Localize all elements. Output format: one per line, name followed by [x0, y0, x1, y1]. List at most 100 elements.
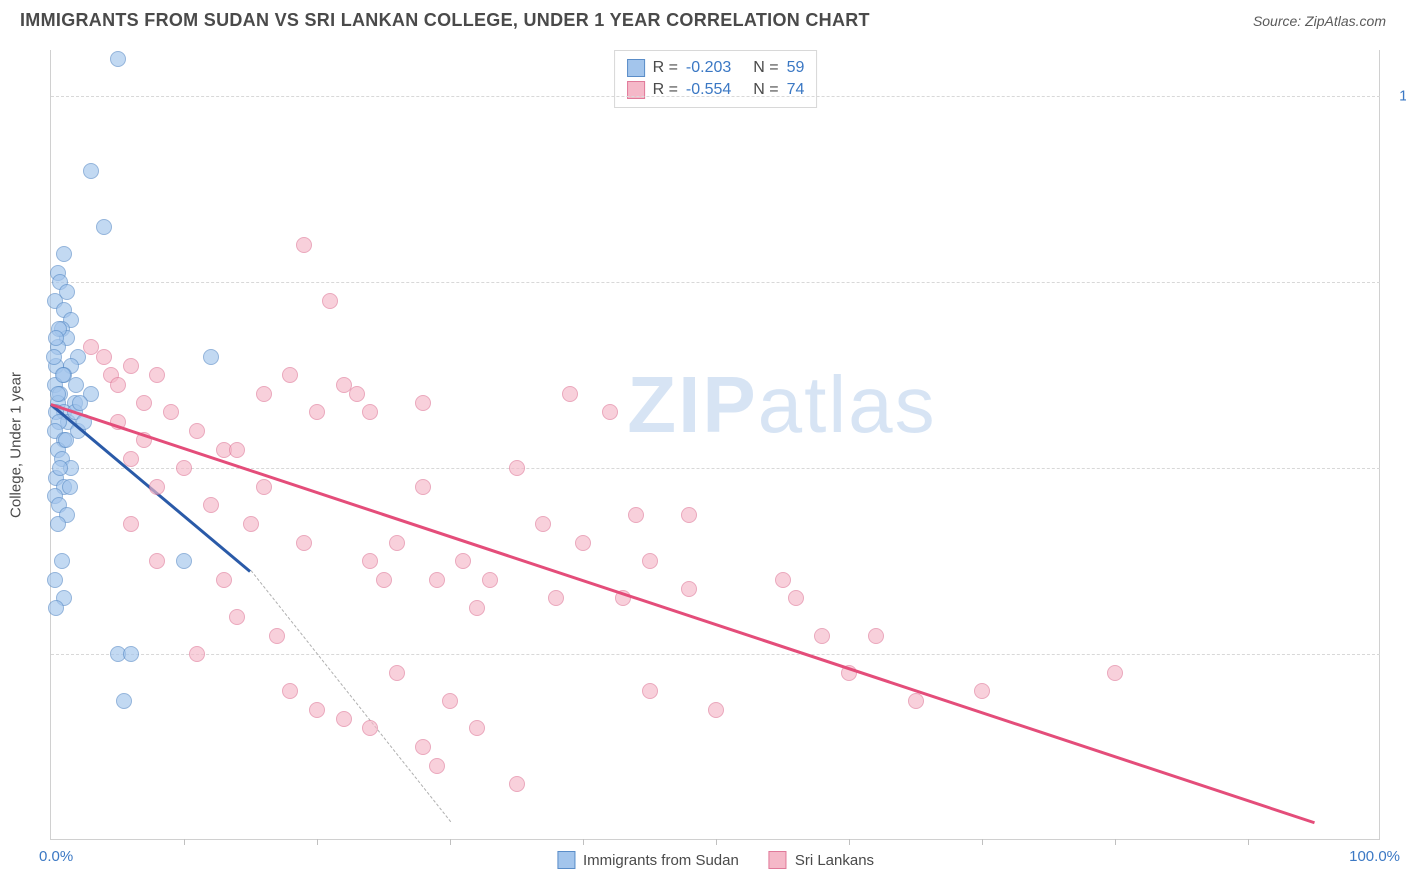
data-point-sudan [47, 572, 63, 588]
chart-right-border [1379, 50, 1380, 839]
x-tick [982, 839, 983, 845]
x-tick [317, 839, 318, 845]
gridline [51, 96, 1380, 97]
data-point-srilanka [256, 479, 272, 495]
legend-n-label: N = [753, 59, 778, 77]
data-point-srilanka [282, 683, 298, 699]
data-point-sudan [46, 349, 62, 365]
data-point-sudan [72, 395, 88, 411]
data-point-srilanka [309, 404, 325, 420]
data-point-srilanka [123, 358, 139, 374]
data-point-srilanka [509, 460, 525, 476]
data-point-srilanka [974, 683, 990, 699]
data-point-srilanka [296, 237, 312, 253]
data-point-sudan [203, 349, 219, 365]
legend-n-value: 59 [787, 59, 805, 77]
x-tick [716, 839, 717, 845]
data-point-srilanka [389, 535, 405, 551]
data-point-srilanka [123, 516, 139, 532]
data-point-srilanka [469, 600, 485, 616]
data-point-srilanka [415, 739, 431, 755]
source-name: ZipAtlas.com [1305, 13, 1386, 29]
data-point-sudan [50, 516, 66, 532]
legend-item: Immigrants from Sudan [557, 851, 739, 869]
data-point-srilanka [336, 711, 352, 727]
data-point-sudan [58, 432, 74, 448]
data-point-srilanka [681, 507, 697, 523]
y-tick-label: 80.0% [1390, 274, 1406, 291]
data-point-srilanka [868, 628, 884, 644]
data-point-sudan [116, 693, 132, 709]
data-point-srilanka [602, 404, 618, 420]
data-point-sudan [48, 600, 64, 616]
data-point-srilanka [442, 693, 458, 709]
source-label: Source: [1253, 13, 1305, 29]
data-point-sudan [96, 219, 112, 235]
data-point-sudan [62, 479, 78, 495]
data-point-srilanka [256, 386, 272, 402]
data-point-srilanka [123, 451, 139, 467]
data-point-sudan [123, 646, 139, 662]
x-tick [583, 839, 584, 845]
data-point-srilanka [216, 572, 232, 588]
data-point-srilanka [229, 442, 245, 458]
data-point-sudan [68, 377, 84, 393]
data-point-sudan [50, 386, 66, 402]
correlation-legend: R = -0.203 N = 59 R = -0.554N = 74 [614, 50, 818, 108]
data-point-srilanka [149, 553, 165, 569]
data-point-srilanka [429, 758, 445, 774]
data-point-srilanka [110, 377, 126, 393]
data-point-srilanka [163, 404, 179, 420]
data-point-srilanka [908, 693, 924, 709]
legend-label: Immigrants from Sudan [583, 852, 739, 869]
legend-swatch-icon [557, 851, 575, 869]
series-legend: Immigrants from Sudan Sri Lankans [557, 851, 874, 869]
data-point-srilanka [309, 702, 325, 718]
data-point-srilanka [282, 367, 298, 383]
y-tick-label: 60.0% [1390, 460, 1406, 477]
data-point-srilanka [548, 590, 564, 606]
gridline [51, 282, 1380, 283]
data-point-srilanka [136, 395, 152, 411]
x-axis-min-label: 0.0% [39, 848, 73, 865]
watermark-rest: atlas [758, 360, 937, 449]
trend-line-sudan [250, 571, 450, 823]
data-point-srilanka [509, 776, 525, 792]
data-point-srilanka [389, 665, 405, 681]
data-point-srilanka [322, 293, 338, 309]
data-point-srilanka [681, 581, 697, 597]
legend-r-value: -0.203 [686, 59, 731, 77]
data-point-sudan [176, 553, 192, 569]
data-point-srilanka [1107, 665, 1123, 681]
data-point-srilanka [415, 395, 431, 411]
data-point-srilanka [562, 386, 578, 402]
data-point-srilanka [628, 507, 644, 523]
legend-row-srilanka: R = -0.554N = 74 [627, 79, 805, 101]
data-point-srilanka [429, 572, 445, 588]
data-point-srilanka [775, 572, 791, 588]
legend-item: Sri Lankans [769, 851, 874, 869]
x-tick [450, 839, 451, 845]
x-tick [1115, 839, 1116, 845]
data-point-srilanka [788, 590, 804, 606]
y-tick-label: 100.0% [1390, 88, 1406, 105]
data-point-sudan [83, 163, 99, 179]
data-point-srilanka [203, 497, 219, 513]
data-point-srilanka [362, 553, 378, 569]
data-point-srilanka [575, 535, 591, 551]
watermark: ZIPatlas [627, 359, 936, 451]
data-point-srilanka [176, 460, 192, 476]
data-point-srilanka [149, 367, 165, 383]
watermark-bold: ZIP [627, 360, 757, 449]
scatter-chart: College, Under 1 year 0.0% 100.0% ZIPatl… [50, 50, 1380, 840]
data-point-srilanka [708, 702, 724, 718]
data-point-srilanka [189, 646, 205, 662]
x-axis-max-label: 100.0% [1349, 848, 1400, 865]
data-point-srilanka [296, 535, 312, 551]
data-point-srilanka [149, 479, 165, 495]
data-point-srilanka [814, 628, 830, 644]
data-point-sudan [56, 246, 72, 262]
legend-r-label: R = [653, 59, 678, 77]
data-point-srilanka [96, 349, 112, 365]
data-point-srilanka [229, 609, 245, 625]
